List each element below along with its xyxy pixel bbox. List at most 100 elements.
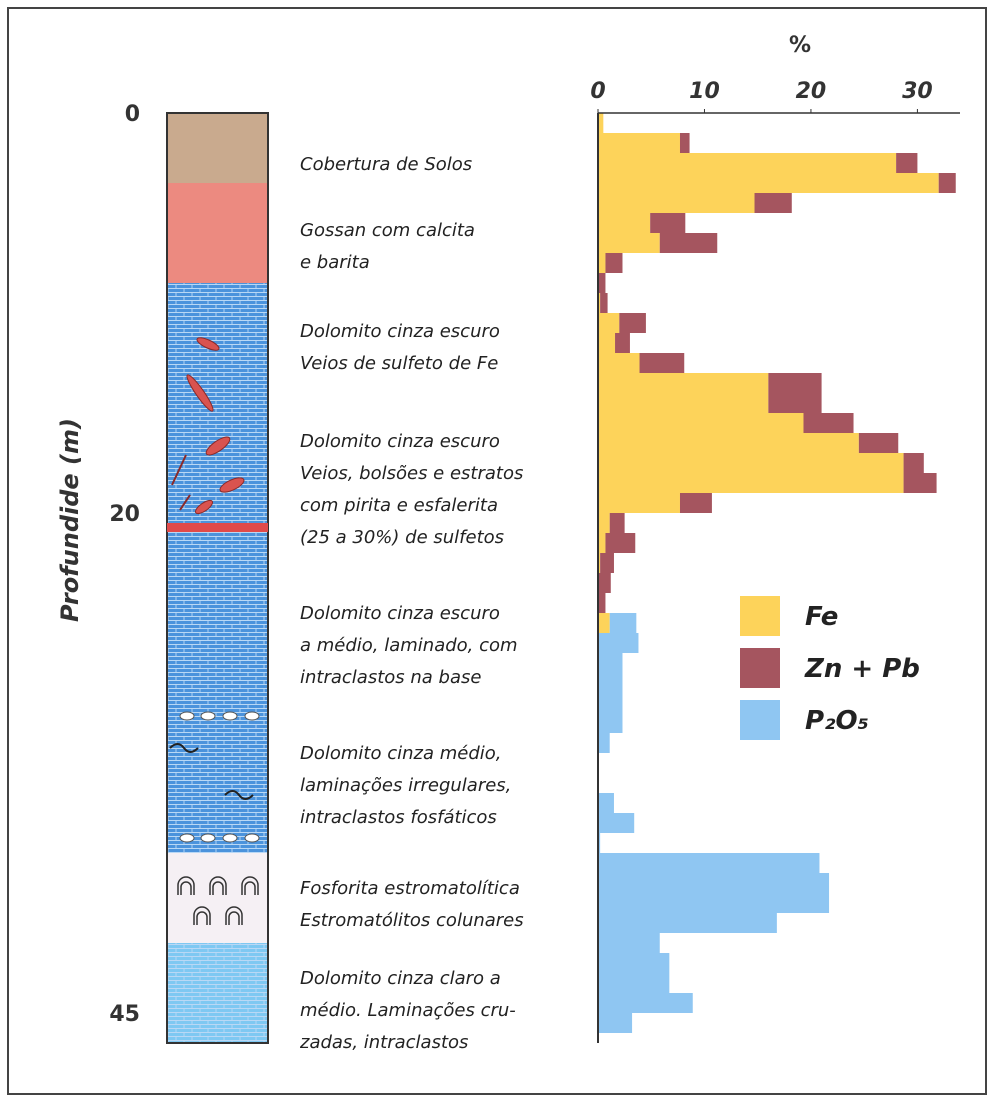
bar-segment [598, 573, 611, 593]
bar-segment [598, 973, 669, 993]
description: médio. Laminações cru- [300, 1000, 516, 1021]
bar-segment [598, 793, 614, 813]
description: laminações irregulares, [300, 775, 511, 796]
figure: % Profundide (m) 0 20 45 Cobertura de Solos… [0, 0, 994, 1102]
bar-segment [598, 473, 904, 493]
bar-segment [598, 733, 610, 753]
x-axis-label: % [789, 33, 811, 58]
bar-segment [610, 513, 625, 533]
description: Fosforita estromatolítica [300, 878, 520, 899]
bar-segment [598, 1013, 632, 1033]
legend-label: P₂O₅ [805, 706, 869, 736]
description: a médio, laminado, com [300, 635, 518, 656]
y-tick-label: 45 [109, 1002, 140, 1027]
bar-segment [598, 193, 755, 213]
layer-hatch [167, 943, 268, 1043]
description: Cobertura de Solos [300, 154, 472, 175]
bar-segment [598, 613, 610, 633]
bar-segment [598, 313, 619, 333]
layer [167, 113, 268, 183]
bar-segment [598, 593, 605, 613]
bar-segment [598, 933, 660, 953]
bar-segment [610, 613, 637, 633]
x-tick-label: 30 [902, 79, 933, 104]
bar-segment [598, 413, 803, 433]
layer [167, 853, 268, 943]
bar-segment [598, 173, 939, 193]
bar-segment [598, 453, 904, 473]
y-axis-label: Profundide (m) [56, 418, 84, 622]
legend-swatch [740, 648, 780, 688]
legend-swatch [740, 596, 780, 636]
description: com pirita e esfalerita [300, 495, 498, 516]
x-tick-label: 10 [689, 79, 720, 104]
bar-segment [598, 913, 777, 933]
bar-segment [598, 513, 610, 533]
description: intraclastos na base [300, 667, 481, 688]
bar-segment [619, 313, 646, 333]
bar-segment [896, 153, 917, 173]
bar-segment [598, 953, 669, 973]
legend-swatch [740, 700, 780, 740]
bar-segment [859, 433, 898, 453]
x-tick-label: 20 [796, 79, 827, 104]
bar-segment [598, 713, 622, 733]
description: Dolomito cinza claro a [300, 968, 501, 989]
bar-segment [598, 153, 896, 173]
bar-segment [598, 353, 640, 373]
description: (25 a 30%) de sulfetos [300, 527, 504, 548]
bar-segment [755, 193, 792, 213]
bar-segment [598, 533, 605, 553]
bar-segment [904, 473, 937, 493]
bar-segment [605, 533, 635, 553]
description: Estromatólitos colunares [300, 910, 524, 931]
bar-segment [598, 213, 650, 233]
y-tick-label: 0 [125, 102, 140, 127]
bar-segment [640, 353, 685, 373]
bar-segment [650, 213, 685, 233]
y-tick-label: 20 [109, 502, 140, 527]
description: Dolomito cinza escuro [300, 321, 500, 342]
bar-segment [598, 633, 638, 653]
bar-segment [598, 993, 693, 1013]
bar-segment [605, 253, 622, 273]
sulfide-band [167, 523, 268, 532]
layer-hatch [167, 283, 268, 853]
description: Dolomito cinza médio, [300, 743, 502, 764]
bar-segment [904, 453, 924, 473]
bar-segment [598, 433, 859, 453]
bar-segment [598, 133, 680, 153]
bar-segment [803, 413, 853, 433]
bar-segment [598, 273, 605, 293]
bar-segment [598, 253, 605, 273]
bar-segment [615, 333, 630, 353]
bar-segment [598, 853, 819, 873]
bar-segment [598, 373, 768, 393]
bar-segment [598, 393, 768, 413]
bar-segment [598, 813, 634, 833]
description: Dolomito cinza escuro [300, 603, 500, 624]
bar-segment [598, 233, 660, 253]
bar-segment [598, 893, 829, 913]
description: e barita [300, 252, 370, 273]
bar-segment [680, 493, 712, 513]
legend-label: Zn + Pb [804, 654, 920, 684]
description: zadas, intraclastos [299, 1032, 468, 1053]
bar-segment [939, 173, 956, 193]
bar-segment [598, 873, 829, 893]
description: intraclastos fosfáticos [300, 807, 497, 828]
bar-segment [598, 673, 622, 693]
description: Veios de sulfeto de Fe [300, 353, 498, 374]
x-tick-label: 0 [590, 79, 605, 104]
bar-segment [680, 133, 690, 153]
layer [167, 183, 268, 283]
legend-label: Fe [805, 602, 838, 632]
bar-segment [600, 553, 614, 573]
bar-segment [768, 393, 821, 413]
description: Veios, bolsões e estratos [300, 463, 523, 484]
bar-segment [660, 233, 717, 253]
bar-segment [598, 653, 622, 673]
description: Dolomito cinza escuro [300, 431, 500, 452]
bar-segment [598, 493, 680, 513]
bar-segment [598, 693, 622, 713]
